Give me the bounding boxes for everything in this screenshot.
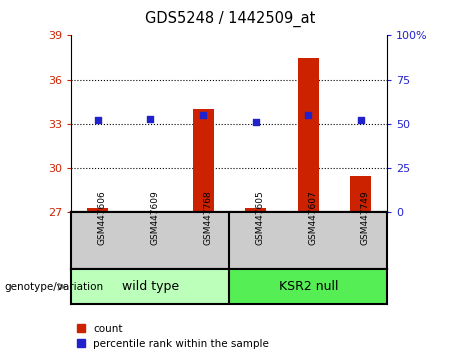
Text: GSM447768: GSM447768 bbox=[203, 191, 212, 245]
Point bbox=[252, 119, 260, 125]
Point bbox=[94, 118, 101, 123]
Point bbox=[147, 116, 154, 121]
Bar bbox=[229, 269, 387, 304]
Text: GSM447605: GSM447605 bbox=[256, 191, 265, 245]
Text: GSM447749: GSM447749 bbox=[361, 191, 370, 245]
Bar bbox=[71, 269, 229, 304]
Bar bbox=[87, 208, 108, 212]
Bar bbox=[245, 208, 266, 212]
Point bbox=[305, 112, 312, 118]
Bar bbox=[193, 109, 213, 212]
Point bbox=[357, 118, 365, 123]
Text: KSR2 null: KSR2 null bbox=[278, 280, 338, 293]
Text: GSM447606: GSM447606 bbox=[98, 191, 107, 245]
Bar bbox=[350, 176, 372, 212]
Text: GDS5248 / 1442509_at: GDS5248 / 1442509_at bbox=[145, 11, 316, 27]
Text: wild type: wild type bbox=[122, 280, 179, 293]
Bar bbox=[298, 57, 319, 212]
Text: GSM447609: GSM447609 bbox=[150, 191, 160, 245]
Legend: count, percentile rank within the sample: count, percentile rank within the sample bbox=[77, 324, 269, 349]
Text: genotype/variation: genotype/variation bbox=[5, 282, 104, 292]
Point bbox=[199, 112, 207, 118]
Text: GSM447607: GSM447607 bbox=[308, 191, 317, 245]
